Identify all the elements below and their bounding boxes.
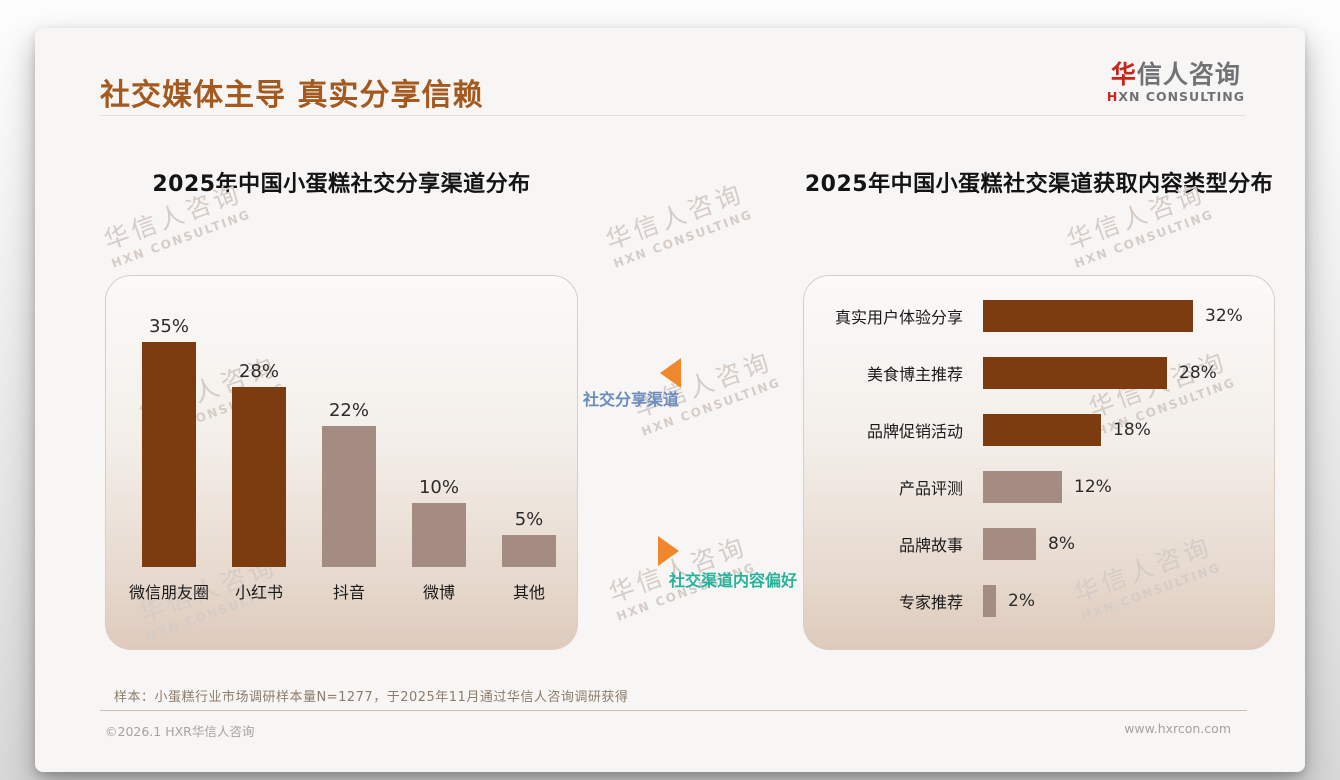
bar-row: 产品评测 12% xyxy=(803,458,1275,515)
sample-footnote: 样本：小蛋糕行业市场调研样本量N=1277，于2025年11月通过华信人咨询调研… xyxy=(114,690,629,705)
category-label: 其他 xyxy=(512,583,545,602)
left-chart-title: 2025年中国小蛋糕社交分享渠道分布 xyxy=(152,172,531,197)
watermark-en-text: HXN CONSULTING xyxy=(611,207,755,271)
annotation-share-channel-label: 社交分享渠道 xyxy=(583,390,680,409)
category-label: 真实用户体验分享 xyxy=(834,307,963,327)
category-label: 微信朋友圈 xyxy=(128,583,209,602)
right-chart-title: 2025年中国小蛋糕社交渠道获取内容类型分布 xyxy=(804,172,1274,197)
watermark-cn-text: 华信人咨询 xyxy=(630,346,777,424)
bar-group: 5% 其他 xyxy=(484,275,574,650)
bar-row: 品牌故事 8% xyxy=(803,515,1275,572)
website-url: www.hxrcon.com xyxy=(1124,721,1231,736)
bar xyxy=(983,413,1101,446)
slide-card: 社交媒体主导 真实分享信赖 华信人咨询 HXN CONSULTING 2025年… xyxy=(35,28,1305,772)
value-label: 10% xyxy=(418,477,459,498)
watermark-en-text: HXN CONSULTING xyxy=(109,207,253,271)
logo-en-text: HXN CONSULTING xyxy=(1106,88,1245,104)
bar xyxy=(983,584,996,617)
bar-stack: 28% xyxy=(232,275,286,567)
value-label: 35% xyxy=(148,316,189,337)
category-label: 微博 xyxy=(422,583,455,602)
bar xyxy=(983,470,1062,503)
category-label: 美食博主推荐 xyxy=(866,364,963,384)
category-label: 专家推荐 xyxy=(898,592,963,612)
bar-stack: 22% xyxy=(322,275,376,567)
logo-en-accent: H xyxy=(1106,88,1119,104)
value-label: 28% xyxy=(1179,362,1217,383)
page-title: 社交媒体主导 真实分享信赖 xyxy=(100,78,484,113)
bar-row: 专家推荐 2% xyxy=(803,572,1275,629)
company-logo: 华信人咨询 HXN CONSULTING xyxy=(1106,60,1245,104)
bar xyxy=(983,527,1036,560)
arrow-right-icon xyxy=(658,536,679,566)
logo-cn-text: 华信人咨询 xyxy=(1107,60,1245,90)
value-label: 8% xyxy=(1048,533,1075,554)
value-label: 18% xyxy=(1113,419,1151,440)
arrow-left-icon xyxy=(660,358,681,388)
category-label: 小红书 xyxy=(234,583,283,602)
bar xyxy=(142,342,196,567)
bar-row: 品牌促销活动 18% xyxy=(803,401,1275,458)
hbar-chart-rows: 真实用户体验分享 32% 美食博主推荐 28% 品牌促销活动 18% 产品评测 12% 品牌故事… xyxy=(803,287,1275,629)
value-label: 5% xyxy=(514,509,544,530)
value-label: 12% xyxy=(1074,476,1112,497)
bar-stack: 10% xyxy=(412,275,466,567)
bar xyxy=(232,387,286,567)
watermark-en-text: HXN CONSULTING xyxy=(1072,207,1216,271)
bar xyxy=(412,503,466,567)
bar-stack: 35% xyxy=(142,275,196,567)
bar xyxy=(983,356,1167,389)
bar-group: 22% 抖音 xyxy=(304,275,394,650)
bar-row: 美食博主推荐 28% xyxy=(803,344,1275,401)
column-chart-bars: 35% 微信朋友圈 28% 小红书 22% 抖音 10% 微博 5% 其他 xyxy=(124,275,574,650)
right-chart-panel xyxy=(803,275,1275,650)
logo-cn-accent: 华 xyxy=(1110,60,1137,89)
value-label: 28% xyxy=(238,361,279,382)
bar xyxy=(502,535,556,567)
bar xyxy=(983,299,1193,332)
value-label: 2% xyxy=(1008,590,1035,611)
copyright-text: ©2026.1 HXR华信人咨询 xyxy=(105,724,255,739)
watermark-cn-text: 华信人咨询 xyxy=(602,178,749,256)
bar-group: 35% 微信朋友圈 xyxy=(124,275,214,650)
logo-en-rest: XN CONSULTING xyxy=(1118,88,1245,104)
annotation-content-preference-label: 社交渠道内容偏好 xyxy=(669,571,798,590)
category-label: 抖音 xyxy=(332,583,365,602)
bar-group: 10% 微博 xyxy=(394,275,484,650)
bar-group: 28% 小红书 xyxy=(214,275,304,650)
category-label: 品牌故事 xyxy=(898,535,963,555)
header-divider xyxy=(100,115,1245,116)
bar xyxy=(322,426,376,567)
value-label: 22% xyxy=(328,400,369,421)
category-label: 产品评测 xyxy=(898,478,963,498)
logo-cn-rest: 信人咨询 xyxy=(1136,60,1241,89)
value-label: 32% xyxy=(1205,305,1243,326)
category-label: 品牌促销活动 xyxy=(866,421,963,441)
footer-divider xyxy=(100,710,1247,711)
bar-stack: 5% xyxy=(502,275,556,567)
bar-row: 真实用户体验分享 32% xyxy=(803,287,1275,344)
